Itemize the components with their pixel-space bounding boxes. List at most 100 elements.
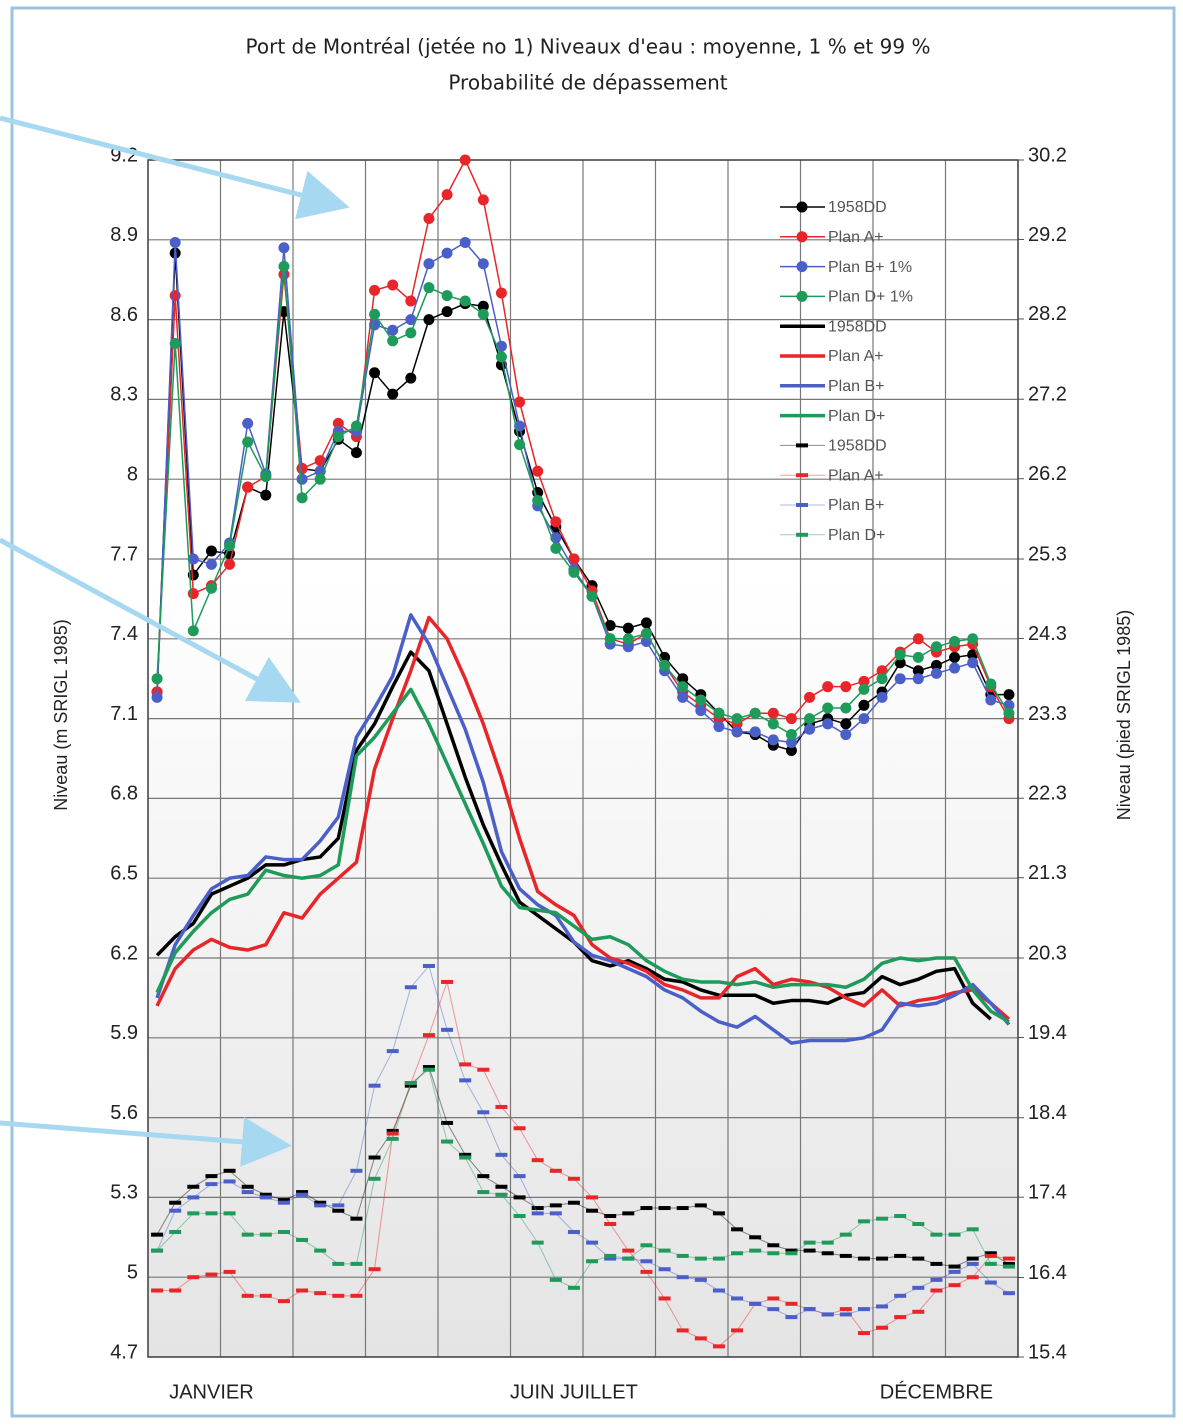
legend-label: Plan D+ [828,527,885,544]
pointer-arrow [0,115,350,220]
data-point [949,662,961,674]
series-line [155,687,1010,1024]
data-point [785,713,797,725]
data-point [876,673,888,685]
data-point [296,473,308,485]
y2-tick-label: 20.3 [1028,942,1067,964]
y2-tick-label: 15.4 [1028,1341,1067,1363]
data-point [840,729,852,741]
data-point [622,633,634,645]
series-line [155,613,1011,1045]
y2-tick-label: 19.4 [1028,1022,1067,1044]
x-tick-label: DÉCEMBRE [880,1380,993,1403]
data-point [423,282,435,294]
data-point [187,553,199,565]
y-tick-label: 5.3 [110,1182,138,1204]
legend-swatch [796,201,808,213]
data-point [785,737,797,749]
data-point [840,718,852,730]
data-point [332,417,344,429]
data-point [785,745,797,757]
data-point [242,481,254,493]
plot-border [147,159,1019,1358]
data-point [985,678,997,690]
data-point [640,617,652,629]
legend-swatch [796,290,808,302]
data-point [205,582,217,594]
data-point [459,295,471,307]
data-point [441,290,453,302]
y-tick-label: 8.3 [110,384,138,406]
y-tick-label: 6.2 [110,942,138,964]
x-tick-label: JUIN JUILLET [510,1381,638,1403]
data-point [604,633,616,645]
data-point [604,620,616,631]
y-tick-label: 5.6 [110,1102,138,1124]
y-tick-label: 5.9 [110,1022,138,1044]
data-point [441,247,453,259]
data-point [459,236,471,248]
legend-swatch [796,231,808,243]
y2-tick-label: 23.3 [1028,703,1067,725]
data-point [894,657,906,669]
data-point [1003,707,1015,719]
data-point [477,308,489,320]
data-point [731,726,743,738]
data-point [804,713,816,725]
data-point [894,673,906,685]
data-point [876,665,888,677]
data-point [749,726,761,738]
legend: 1958DD Plan A+ Plan B+ 1% Plan D+ 1% 1958DD P… [780,199,913,544]
data-point [804,723,816,735]
data-point [314,455,326,467]
data-point [423,314,435,326]
data-point [387,388,399,400]
data-point [242,436,254,448]
legend-label: 1958DD [828,318,887,335]
data-point [731,713,743,725]
data-point [550,542,562,554]
data-point [387,335,399,347]
data-point [640,627,652,639]
legend-label: Plan B+ [828,378,884,395]
data-point [369,308,381,320]
data-point [568,553,580,565]
data-point [441,306,453,318]
data-point [495,287,507,299]
y-tick-label: 8.9 [110,224,138,246]
data-point [332,431,344,443]
data-point [967,633,979,645]
data-point [949,635,961,647]
data-point [369,284,381,296]
data-point [350,420,362,432]
data-point [278,242,290,254]
legend-label: 1958DD [828,438,887,455]
data-point [804,691,816,703]
data-point [387,279,399,291]
data-point [767,707,779,719]
y2-tick-label: 21.3 [1028,862,1067,884]
data-point [260,489,272,501]
data-point [713,707,725,719]
data-point [405,372,417,384]
data-point [822,681,834,693]
data-point [169,236,181,248]
data-point [477,300,489,312]
data-point [785,729,797,741]
legend-swatch [796,261,808,273]
legend-label: Plan B+ [828,497,884,514]
data-point [568,566,580,578]
data-point [749,707,761,719]
data-point [1003,689,1015,701]
chart-title: Port de Montréal (jetée no 1) Niveaux d'… [246,35,931,59]
legend-label: Plan A+ [828,467,884,484]
y-tick-label: 6.8 [110,783,138,805]
legend-label: Plan D+ [828,408,885,425]
data-point [894,649,906,661]
y2-tick-label: 17.4 [1028,1182,1067,1204]
pointer-arrow [0,1116,292,1167]
data-point [930,641,942,653]
data-point [151,691,163,703]
data-point [550,516,562,528]
